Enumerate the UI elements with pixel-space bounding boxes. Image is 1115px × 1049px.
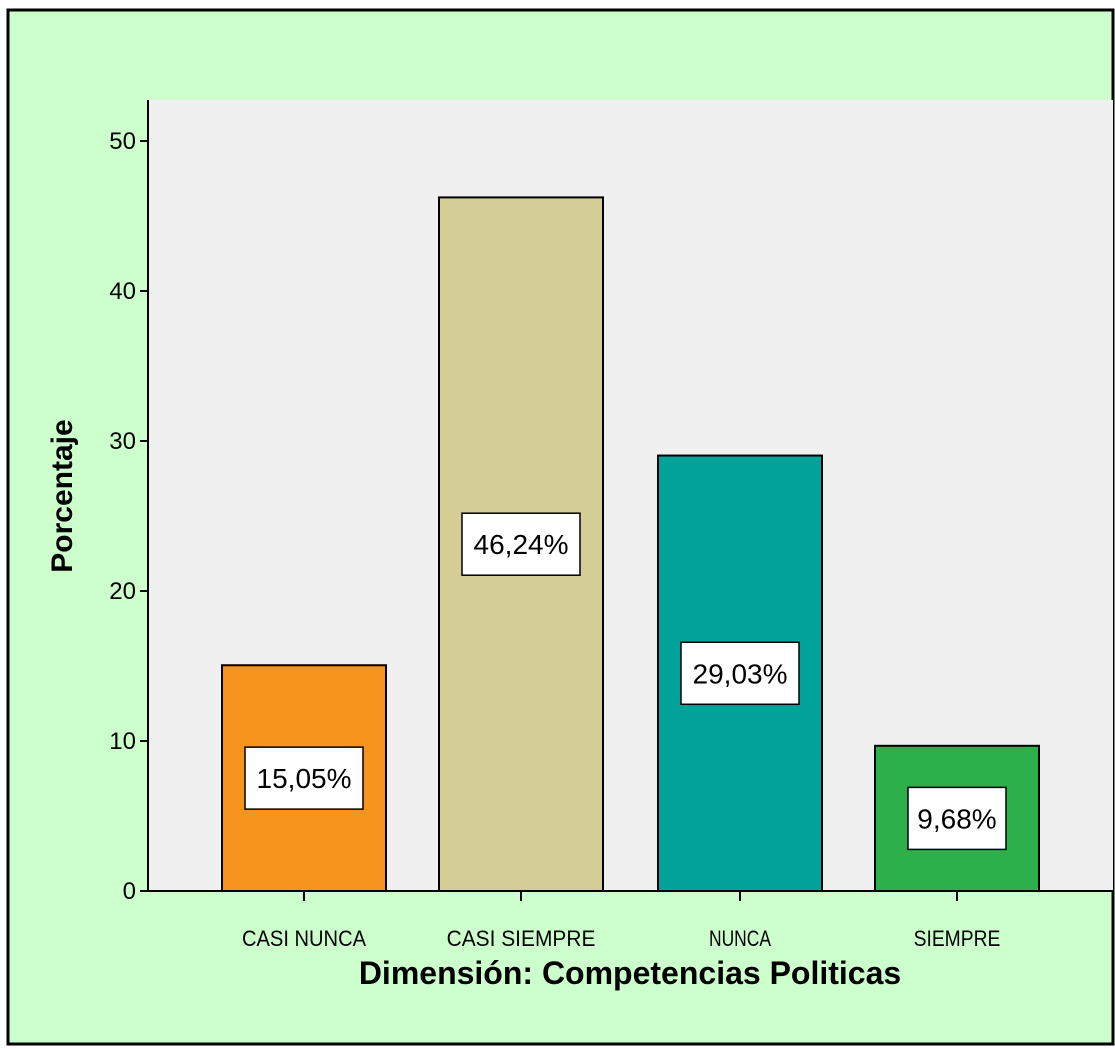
y-tick-label: 40 [109,278,136,305]
x-tick-label: NUNCA [709,926,771,951]
data-label: 29,03% [693,658,788,689]
y-axis-title: Porcentaje [46,419,79,572]
y-tick-label: 10 [109,728,136,755]
x-tick-label: CASI NUNCA [242,926,366,951]
x-tick-label: CASI SIEMPRE [447,926,596,951]
data-label-box [461,512,581,576]
data-label: 15,05% [257,763,352,794]
data-label-box [907,786,1007,851]
y-tick-label: 50 [109,128,136,155]
y-tick-label: 30 [109,428,136,455]
x-tick-label: SIEMPRE [914,926,1001,951]
bars-group: 15,05% 46,24% 29,03% 9,68% [221,196,1040,892]
data-label: 9,68% [917,803,996,834]
x-axis-ticks: CASI NUNCA CASI SIEMPRE NUNCA SIEMPRE [242,891,1000,951]
y-tick-label: 0 [123,878,136,905]
data-label-box [680,641,800,706]
y-tick-label: 20 [109,578,136,605]
y-axis-ticks: 0 10 20 30 40 50 [109,128,148,905]
data-label: 46,24% [474,529,569,560]
data-label-box [244,746,364,810]
x-axis-title: Dimensión: Competencias Politicas [359,955,901,991]
